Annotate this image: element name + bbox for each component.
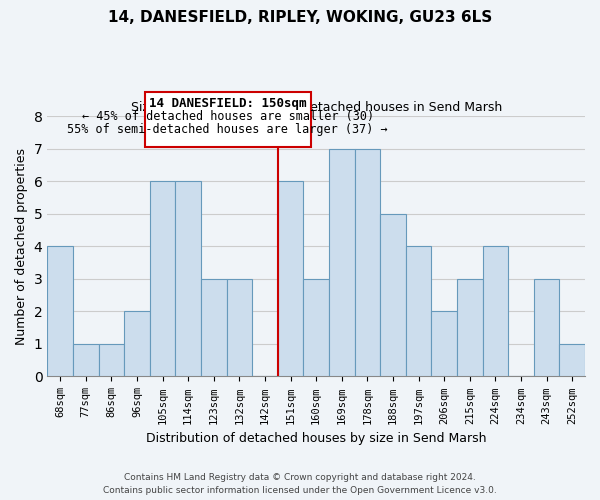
Bar bbox=[406, 246, 431, 376]
Bar bbox=[175, 181, 201, 376]
Bar bbox=[201, 279, 227, 376]
Bar bbox=[124, 312, 150, 376]
Bar bbox=[329, 148, 355, 376]
Bar bbox=[98, 344, 124, 376]
Text: 14, DANESFIELD, RIPLEY, WOKING, GU23 6LS: 14, DANESFIELD, RIPLEY, WOKING, GU23 6LS bbox=[108, 10, 492, 25]
Text: 14 DANESFIELD: 150sqm: 14 DANESFIELD: 150sqm bbox=[149, 96, 307, 110]
Bar bbox=[559, 344, 585, 376]
Bar bbox=[380, 214, 406, 376]
Text: 55% of semi-detached houses are larger (37) →: 55% of semi-detached houses are larger (… bbox=[67, 122, 388, 136]
Title: Size of property relative to detached houses in Send Marsh: Size of property relative to detached ho… bbox=[131, 100, 502, 114]
X-axis label: Distribution of detached houses by size in Send Marsh: Distribution of detached houses by size … bbox=[146, 432, 487, 445]
Bar bbox=[534, 279, 559, 376]
Bar bbox=[278, 181, 304, 376]
Bar bbox=[150, 181, 175, 376]
Bar bbox=[145, 92, 311, 147]
Y-axis label: Number of detached properties: Number of detached properties bbox=[15, 148, 28, 345]
Text: ← 45% of detached houses are smaller (30): ← 45% of detached houses are smaller (30… bbox=[82, 110, 374, 122]
Bar bbox=[355, 148, 380, 376]
Text: Contains HM Land Registry data © Crown copyright and database right 2024.
Contai: Contains HM Land Registry data © Crown c… bbox=[103, 473, 497, 495]
Bar bbox=[47, 246, 73, 376]
Bar bbox=[482, 246, 508, 376]
Bar bbox=[304, 279, 329, 376]
Bar bbox=[431, 312, 457, 376]
Bar bbox=[227, 279, 252, 376]
Bar bbox=[457, 279, 482, 376]
Bar bbox=[73, 344, 98, 376]
